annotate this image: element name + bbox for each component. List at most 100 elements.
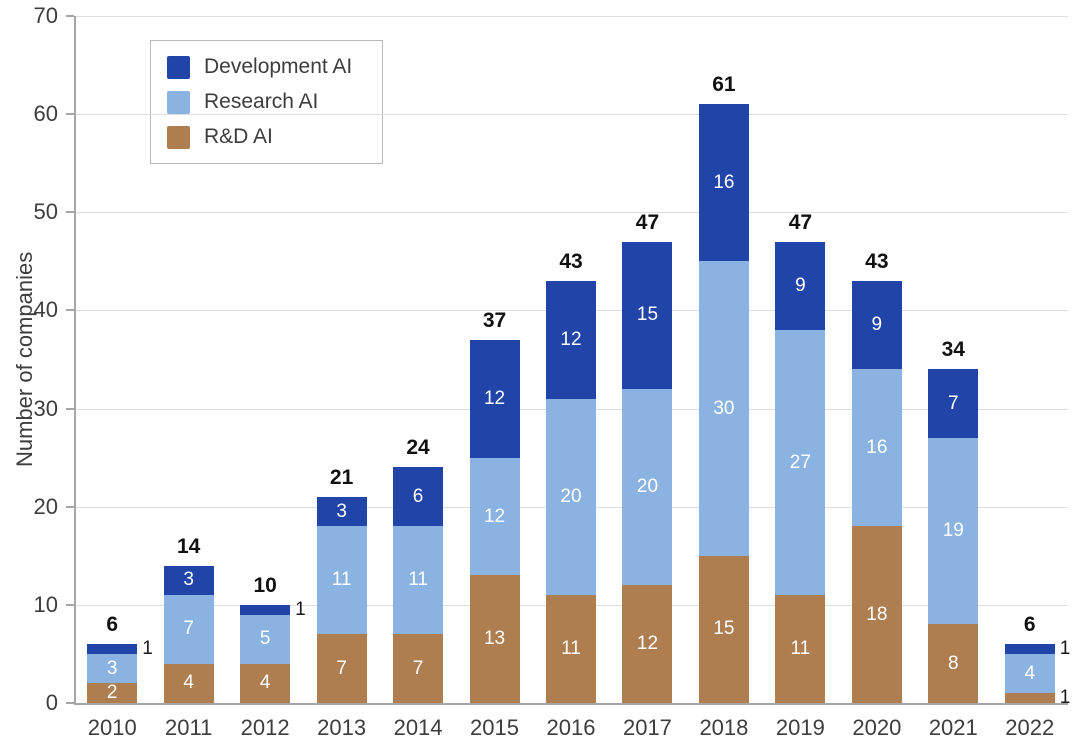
x-tick-label: 2019 [775,715,825,740]
bar-segment-r-d-ai [622,585,673,703]
x-tick-label: 2014 [393,715,443,740]
y-tick-mark [66,211,74,214]
bar-total-label: 21 [329,465,354,489]
bar-segment-r-d-ai [851,526,902,703]
bar-segment-development-ai [393,467,444,527]
y-tick-mark [66,309,74,312]
y-tick-label: 40 [33,297,58,323]
x-tick-label: 2013 [317,715,367,740]
bar-segment-development-ai [546,280,596,399]
bar-segment-development-ai [316,496,367,527]
legend-label: Research AI [204,90,319,113]
x-tick-label: 2022 [1005,715,1055,740]
y-tick-label: 50 [33,199,58,225]
legend-item: Development AI [167,55,352,79]
bar-total-label: 14 [177,534,201,558]
y-tick-label: 0 [45,690,58,715]
bar-segment-research-ai [469,457,520,576]
bar-total-label: 6 [1023,613,1036,637]
bar-segment-research-ai [393,526,444,635]
x-tick-label: 2010 [87,715,137,740]
x-tick-label: 2018 [699,715,749,740]
bar-segment-research-ai [851,369,902,527]
bar-segment-development-ai [1004,644,1055,654]
y-axis-line [74,16,76,703]
grid-line [74,212,1068,214]
y-tick-mark [66,505,74,508]
bar-segment-research-ai [163,595,214,664]
legend-label: R&D AI [204,125,273,148]
bar-segment-development-ai [622,241,673,389]
bar-segment-development-ai [240,604,291,615]
legend-swatch [167,55,190,79]
bar-segment-r-d-ai [163,663,214,703]
y-tick-mark [66,407,74,410]
segment-value-label-outside: 1 [1059,638,1071,660]
bar-segment-research-ai [240,614,291,664]
legend-swatch [167,90,190,114]
bar-segment-development-ai [775,241,826,331]
bar-segment-r-d-ai [928,624,979,703]
bar-segment-r-d-ai [698,555,749,703]
grid-line [74,114,1068,116]
bar-segment-research-ai [546,398,596,596]
x-tick-label: 2016 [546,715,596,740]
bar-segment-r-d-ai [316,634,367,703]
x-tick-label: 2011 [165,715,213,740]
bar-segment-development-ai [698,104,749,262]
y-tick-mark [66,603,74,606]
y-tick-label: 10 [33,591,58,617]
bar-segment-r-d-ai [87,683,138,703]
legend-item: Research AI [167,90,352,114]
bar-segment-research-ai [622,388,673,586]
x-tick-label: 2015 [470,715,519,740]
x-tick-label: 2020 [852,715,902,740]
bar-segment-development-ai [928,369,979,438]
legend-swatch [167,125,190,149]
bar-segment-r-d-ai [393,634,444,703]
bar-segment-r-d-ai [469,575,520,703]
bar-total-label: 47 [788,210,813,234]
bar-segment-development-ai [851,280,902,370]
bar-total-label: 43 [559,249,583,273]
y-tick-mark [66,15,74,17]
bar-total-label: 37 [482,308,507,332]
x-tick-label: 2021 [928,715,978,740]
bar-total-label: 61 [712,73,736,97]
bar-total-label: 6 [106,613,119,637]
segment-value-label-outside: 1 [142,638,153,660]
bar-segment-research-ai [316,526,367,635]
x-axis-line [74,703,1068,705]
y-tick-label: 70 [33,3,58,28]
bar-segment-r-d-ai [775,595,826,703]
bar-segment-research-ai [87,653,138,684]
segment-value-label-outside: 1 [1059,687,1071,709]
bar-segment-r-d-ai [1004,693,1055,703]
y-tick-label: 30 [33,395,58,421]
bar-segment-research-ai [928,438,979,625]
legend-item: R&D AI [167,125,352,149]
bar-segment-development-ai [87,644,138,654]
bar-segment-research-ai [1004,653,1055,694]
bar-segment-research-ai [698,261,749,556]
x-tick-label: 2017 [622,715,672,740]
bar-total-label: 24 [406,436,430,460]
y-tick-mark [66,702,74,704]
legend-label: Development AI [204,55,353,78]
bar-segment-r-d-ai [546,595,596,703]
bar-segment-development-ai [163,565,214,596]
bar-total-label: 47 [635,210,660,234]
grid-line [74,16,1068,17]
bar-total-label: 34 [941,338,965,362]
bar-total-label: 43 [865,249,889,273]
bar-segment-r-d-ai [240,663,291,703]
legend: Development AI Research AI R&D AI [150,40,384,164]
y-tick-label: 20 [33,493,58,519]
bar-total-label: 10 [253,573,277,597]
bar-segment-development-ai [469,339,520,458]
y-tick-mark [66,113,74,116]
bar-segment-research-ai [775,330,826,596]
y-tick-label: 60 [33,101,58,127]
segment-value-label-outside: 1 [295,598,306,620]
